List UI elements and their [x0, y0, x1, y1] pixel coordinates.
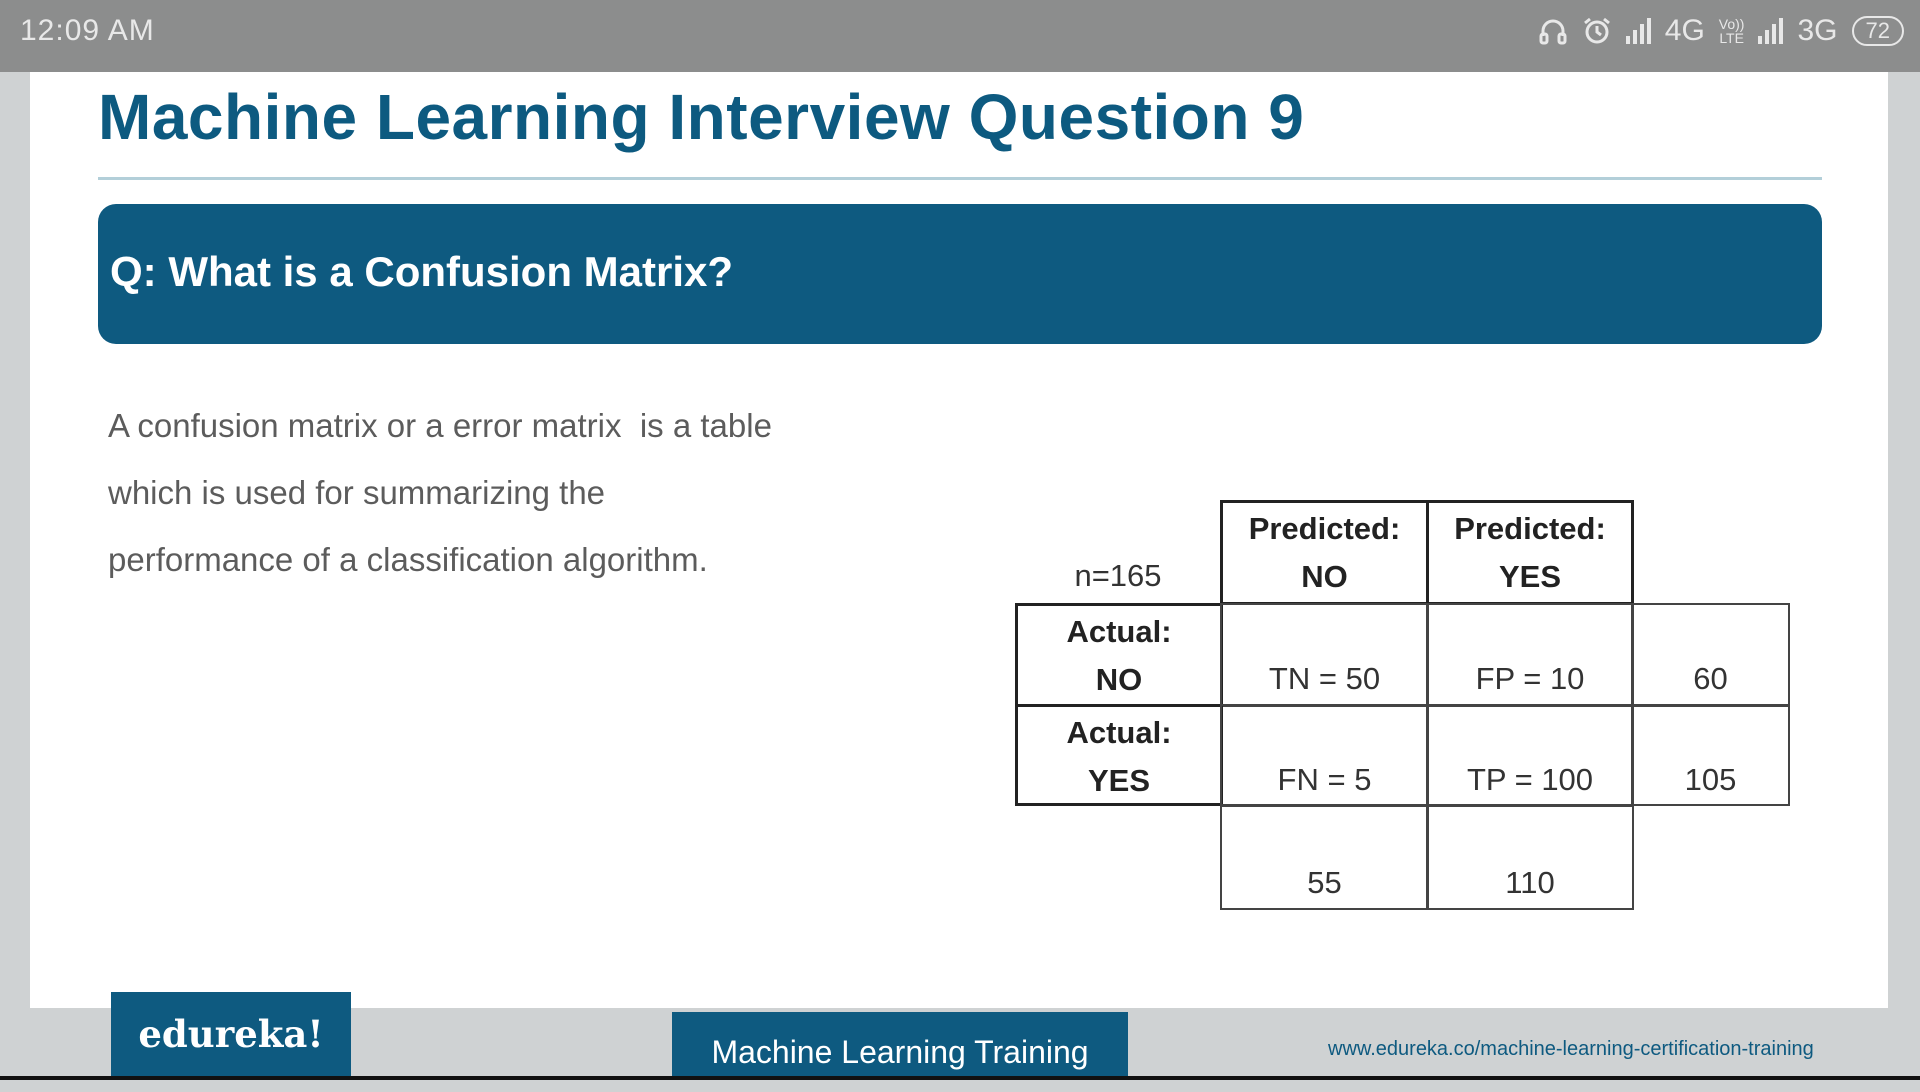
- volte-icon: Vo)) LTE: [1719, 17, 1745, 45]
- network-type-1: 4G: [1664, 14, 1705, 47]
- description: A confusion matrix or a error matrix is …: [108, 392, 868, 593]
- status-time: 12:09 AM: [20, 14, 155, 47]
- edureka-logo: edureka!: [111, 992, 351, 1080]
- matrix-cell-tp: TP = 100: [1426, 704, 1634, 806]
- matrix-n-label: n=165: [1074, 558, 1162, 593]
- signal-icon: [1625, 18, 1651, 44]
- matrix-col-header-no: Predicted: NO: [1220, 500, 1429, 605]
- question-text: Q: What is a Confusion Matrix?: [110, 248, 734, 295]
- matrix-col-header-yes: Predicted: YES: [1426, 500, 1634, 605]
- description-line: which is used for summarizing the: [108, 474, 606, 511]
- slide: Machine Learning Interview Question 9 Q:…: [30, 72, 1888, 1008]
- signal-icon: [1758, 18, 1784, 44]
- description-line: A confusion matrix or a error matrix is …: [108, 407, 772, 444]
- status-icons: 4G Vo)) LTE 3G 72: [1538, 14, 1904, 48]
- matrix-row-header-no: Actual: NO: [1015, 603, 1223, 707]
- headset-icon: [1539, 19, 1567, 45]
- matrix-cell-tn: TN = 50: [1220, 603, 1429, 707]
- course-label: Machine Learning Training: [672, 1012, 1128, 1080]
- status-bar: 12:09 AM 4G Vo)) LTE 3G 72: [0, 0, 1920, 72]
- volte-bottom: LTE: [1719, 30, 1744, 46]
- alarm-icon: [1583, 17, 1610, 44]
- matrix-col-total-no: 55: [1220, 805, 1429, 910]
- question-banner: Q: What is a Confusion Matrix?: [98, 204, 1822, 344]
- bottom-divider: [0, 1076, 1920, 1080]
- matrix-row-total-yes: 105: [1631, 704, 1790, 806]
- matrix-col-total-yes: 110: [1426, 805, 1634, 910]
- matrix-row-header-yes: Actual: YES: [1015, 704, 1223, 806]
- title-divider: [98, 177, 1822, 180]
- matrix-cell-fn: FN = 5: [1220, 704, 1429, 806]
- footer-url: www.edureka.co/machine-learning-certific…: [1328, 1038, 1814, 1060]
- battery-icon: 72: [1851, 16, 1904, 46]
- matrix-cell-fp: FP = 10: [1426, 603, 1634, 707]
- network-type-2: 3G: [1797, 14, 1838, 47]
- matrix-row-total-no: 60: [1631, 603, 1790, 707]
- volte-top: Vo)): [1718, 16, 1745, 32]
- description-line: performance of a classification algorith…: [108, 541, 708, 578]
- page-title: Machine Learning Interview Question 9: [98, 81, 1305, 153]
